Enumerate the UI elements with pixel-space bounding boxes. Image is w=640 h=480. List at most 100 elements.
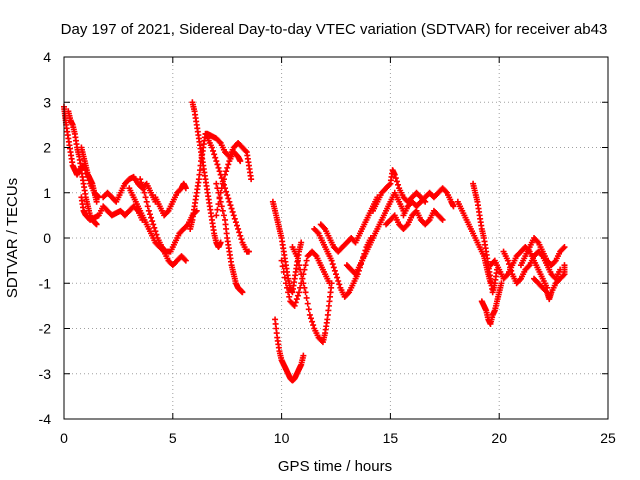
- series-s9: [189, 99, 224, 251]
- data-point-marker: [281, 274, 288, 281]
- data-point-marker: [525, 263, 532, 270]
- data-point-marker: [425, 218, 432, 225]
- data-point-marker: [93, 198, 100, 205]
- data-point-marker: [137, 176, 144, 183]
- data-point-marker: [164, 208, 171, 215]
- data-point-marker: [516, 276, 523, 283]
- data-point-marker: [442, 188, 449, 195]
- data-point-marker: [183, 222, 190, 229]
- series-s7: [137, 176, 200, 255]
- data-point-marker: [93, 221, 100, 228]
- data-point-marker: [218, 185, 225, 192]
- series-s22: [383, 207, 446, 232]
- data-point-marker: [150, 221, 157, 228]
- data-point-marker: [237, 232, 244, 239]
- x-axis-label: GPS time / hours: [278, 458, 392, 475]
- data-point-marker: [138, 179, 145, 186]
- data-point-marker: [226, 198, 233, 205]
- data-point-marker: [213, 212, 220, 219]
- x-tick-label: 15: [383, 430, 399, 446]
- data-point-marker: [245, 248, 252, 255]
- series-s2: [65, 108, 100, 228]
- y-axis-ticks: -4 -3 -2 -1 0 1 2 3 4: [39, 49, 608, 427]
- y-tick-label: 0: [43, 230, 51, 246]
- data-point-marker: [403, 222, 410, 229]
- data-point-marker: [230, 212, 237, 219]
- data-point-marker: [231, 215, 238, 222]
- data-point-marker: [278, 257, 285, 264]
- data-point-marker: [219, 180, 226, 187]
- data-point-marker: [301, 284, 308, 291]
- data-point-marker: [560, 245, 567, 252]
- data-point-marker: [238, 236, 245, 243]
- data-point-marker: [439, 216, 446, 223]
- series-s18: [311, 225, 374, 300]
- data-point-marker: [233, 222, 240, 229]
- data-point-marker: [503, 272, 510, 279]
- data-point-marker: [291, 302, 298, 309]
- data-point-marker: [218, 203, 225, 210]
- data-point-marker: [214, 206, 221, 213]
- chart-title: Day 197 of 2021, Sidereal Day-to-day VTE…: [61, 21, 608, 38]
- data-point-marker: [309, 318, 316, 325]
- data-point-marker: [293, 253, 300, 260]
- data-point-marker: [181, 256, 188, 263]
- x-tick-label: 0: [60, 430, 68, 446]
- data-point-marker: [300, 352, 307, 359]
- data-point-marker: [534, 238, 541, 245]
- data-point-marker: [212, 154, 219, 161]
- data-point-marker: [279, 263, 286, 270]
- data-point-marker: [223, 188, 230, 195]
- data-point-marker: [236, 229, 243, 236]
- data-point-marker: [298, 239, 305, 246]
- data-point-marker: [391, 171, 398, 178]
- y-tick-label: -3: [39, 366, 52, 382]
- data-point-marker: [321, 224, 328, 231]
- y-tick-label: -2: [39, 321, 52, 337]
- data-point-marker: [152, 228, 159, 235]
- data-point-marker: [303, 294, 310, 301]
- data-point-marker: [286, 293, 293, 300]
- data-point-marker: [312, 251, 319, 258]
- series-markers: [61, 99, 568, 384]
- series-s6: [126, 185, 189, 269]
- data-point-marker: [508, 267, 515, 274]
- data-point-marker: [561, 244, 568, 251]
- data-point-marker: [293, 296, 300, 303]
- data-point-marker: [239, 289, 246, 296]
- data-point-marker: [220, 176, 227, 183]
- series-s20: [343, 189, 407, 278]
- data-point-marker: [395, 181, 402, 188]
- data-point-marker: [392, 175, 399, 182]
- data-point-marker: [220, 212, 227, 219]
- data-point-marker: [217, 189, 224, 196]
- data-point-marker: [302, 262, 309, 269]
- data-point-marker: [292, 299, 299, 306]
- data-point-marker: [145, 207, 152, 214]
- data-point-marker: [302, 289, 309, 296]
- series-s14: [269, 198, 305, 296]
- series-s23: [400, 185, 457, 219]
- data-point-marker: [224, 192, 231, 199]
- data-point-marker: [393, 178, 400, 185]
- data-point-marker: [285, 289, 292, 296]
- data-point-marker: [294, 257, 301, 264]
- series-s10: [187, 130, 255, 232]
- data-point-marker: [140, 186, 147, 193]
- data-point-marker: [296, 289, 303, 296]
- data-point-marker: [298, 271, 305, 278]
- y-tick-label: 4: [43, 49, 51, 65]
- data-point-marker: [314, 229, 321, 236]
- x-axis-ticks: 0 5 10 15 20 25: [60, 57, 616, 446]
- series-s3: [78, 144, 100, 205]
- y-tick-label: 1: [43, 185, 51, 201]
- data-point-marker: [498, 280, 505, 287]
- series-s26: [478, 280, 505, 327]
- data-point-marker: [208, 144, 215, 151]
- x-tick-label: 5: [169, 430, 177, 446]
- data-point-marker: [182, 257, 189, 264]
- data-point-marker: [217, 239, 224, 246]
- y-tick-label: 2: [43, 140, 51, 156]
- series-s15: [272, 316, 307, 384]
